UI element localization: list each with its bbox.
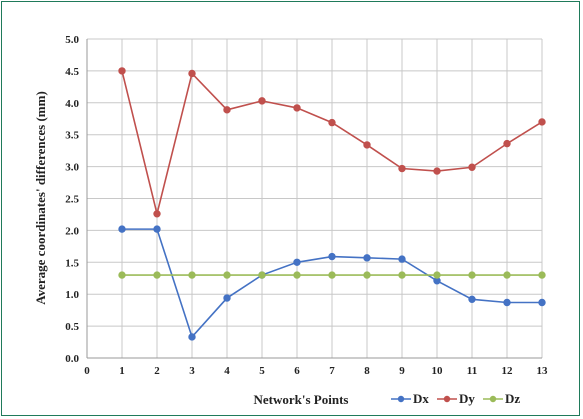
data-point-dz — [328, 271, 336, 279]
x-tick-label: 12 — [502, 365, 514, 377]
x-tick-label: 10 — [432, 365, 444, 377]
x-tick-label: 4 — [224, 365, 230, 377]
data-point-dy — [433, 167, 441, 175]
x-tick-label: 13 — [537, 365, 549, 377]
x-axis-title: Network's Points — [254, 392, 349, 407]
data-point-dx — [363, 254, 371, 262]
data-point-dz — [503, 271, 511, 279]
x-tick-label: 2 — [154, 365, 160, 377]
data-point-dz — [293, 271, 301, 279]
data-point-dy — [153, 210, 161, 218]
data-point-dz — [188, 271, 196, 279]
y-tick-label: 1.5 — [65, 257, 79, 269]
y-axis-title: Average coordinates' differences (mm) — [33, 91, 48, 305]
x-tick-label: 9 — [399, 365, 405, 377]
data-point-dx — [328, 252, 336, 261]
data-point-dz — [433, 271, 441, 279]
data-point-dx — [188, 333, 196, 341]
data-point-dy — [328, 118, 336, 127]
data-point-dy — [188, 69, 196, 78]
legend-marker-dx — [397, 395, 405, 403]
x-tick-label: 5 — [259, 365, 265, 377]
data-point-dz — [363, 271, 371, 279]
y-tick-label: 4.0 — [65, 98, 79, 110]
data-point-dz — [153, 271, 161, 279]
data-series — [118, 67, 546, 341]
data-point-dz — [223, 271, 231, 279]
data-point-dz — [538, 271, 546, 279]
legend-marker-dz — [489, 395, 497, 403]
data-point-dz — [258, 271, 266, 279]
y-tick-label: 1.0 — [65, 289, 79, 301]
legend-label-dx: Dx — [413, 391, 429, 406]
y-tick-label: 2.0 — [65, 225, 79, 237]
legend: Dx Dy Dz — [391, 391, 520, 406]
data-point-dy — [293, 104, 301, 112]
y-tick-label: 4.5 — [65, 66, 79, 78]
data-point-dy — [468, 163, 476, 171]
data-point-dz — [468, 271, 476, 279]
data-point-dx — [153, 225, 161, 233]
data-point-dy — [223, 106, 231, 114]
data-point-dz — [118, 271, 126, 279]
legend-label-dz: Dz — [505, 391, 520, 406]
legend-marker-dy — [443, 395, 451, 403]
data-point-dy — [118, 67, 126, 75]
x-tick-label: 1 — [119, 365, 125, 377]
data-point-dy — [258, 97, 266, 105]
data-point-dy — [503, 139, 511, 148]
data-point-dx — [293, 258, 301, 266]
x-tick-label: 8 — [364, 365, 370, 377]
x-tick-label: 3 — [189, 365, 195, 377]
data-point-dy — [363, 141, 371, 149]
data-point-dx — [118, 225, 126, 233]
y-tick-label: 3.5 — [65, 130, 79, 142]
x-tick-label: 7 — [329, 365, 335, 377]
y-tick-label: 3.0 — [65, 162, 79, 174]
y-tick-label: 2.5 — [65, 194, 79, 206]
data-point-dx — [468, 295, 476, 304]
data-point-dx — [538, 298, 546, 307]
y-tick-label: 0.5 — [65, 321, 79, 333]
x-tick-label: 0 — [84, 365, 90, 377]
data-point-dx — [398, 255, 406, 263]
axes: 0.00.51.01.52.02.53.03.54.04.55.00 1 2 3 4 5 6… — [65, 34, 548, 377]
data-point-dx — [503, 298, 511, 307]
x-tick-label: 6 — [294, 365, 300, 377]
x-tick-label: 11 — [467, 365, 477, 377]
data-point-dy — [398, 164, 406, 173]
data-point-dy — [538, 118, 546, 126]
y-tick-label: 5.0 — [65, 34, 79, 46]
legend-label-dy: Dy — [459, 391, 475, 406]
data-point-dx — [223, 294, 231, 302]
data-point-dz — [398, 271, 406, 279]
grid-lines — [87, 38, 543, 358]
y-tick-label: 0.0 — [65, 353, 79, 365]
